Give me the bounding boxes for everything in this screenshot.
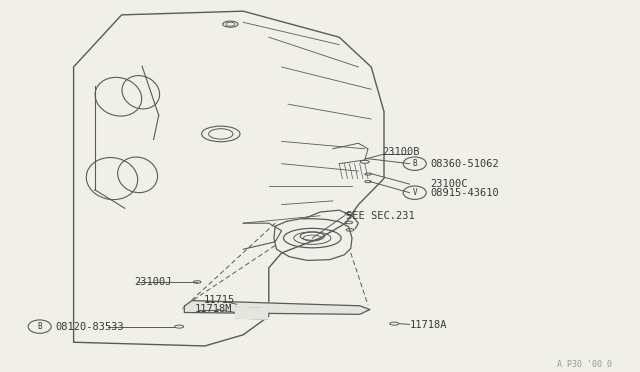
Polygon shape [184,301,370,314]
Text: 11718A: 11718A [410,321,447,330]
Text: 08360-51062: 08360-51062 [430,159,499,169]
Text: A P30 '00 0: A P30 '00 0 [557,360,612,369]
Text: 23100J: 23100J [134,277,172,287]
Text: 23100B: 23100B [383,147,420,157]
Text: SEE SEC.231: SEE SEC.231 [346,211,414,221]
Text: 23100C: 23100C [430,179,468,189]
Text: 11718M: 11718M [195,304,232,314]
Polygon shape [236,307,268,319]
Text: B: B [412,159,417,168]
Text: V: V [412,188,417,197]
Text: 11715: 11715 [204,295,235,305]
Text: B: B [37,322,42,331]
Text: 08915-43610: 08915-43610 [430,188,499,198]
Text: 08120-83533: 08120-83533 [55,322,124,331]
